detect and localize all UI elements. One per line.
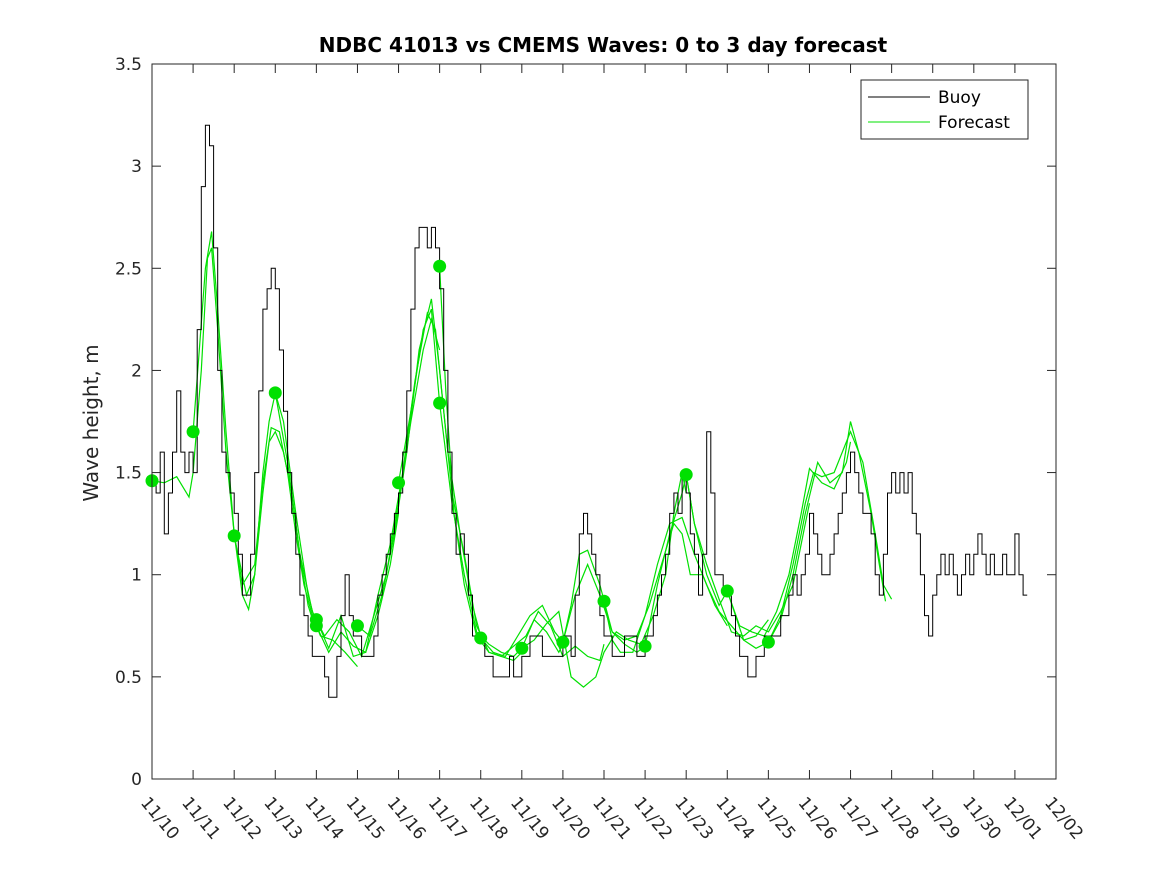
- y-tick-label: 2: [131, 361, 142, 381]
- forecast-initial-marker: [433, 259, 447, 273]
- forecast-initial-marker: [309, 613, 323, 627]
- buoy-series-line: [152, 124, 1028, 698]
- forecast-initial-marker: [761, 635, 775, 649]
- forecast-initial-marker: [720, 584, 734, 598]
- plot-markers: [145, 259, 775, 655]
- forecast-initial-marker: [268, 386, 282, 400]
- plot-lines: [151, 124, 1028, 698]
- y-tick-label: 1: [131, 566, 142, 586]
- y-tick-label: 3: [131, 157, 142, 177]
- legend-forecast-label: Forecast: [938, 113, 1010, 133]
- forecast-initial-marker: [350, 619, 364, 633]
- forecast-initial-marker: [597, 594, 611, 608]
- forecast-initial-marker: [227, 529, 241, 543]
- forecast-initial-marker: [474, 631, 488, 645]
- legend-buoy-label: Buoy: [938, 88, 981, 108]
- forecast-series-line: [767, 421, 887, 643]
- chart-title: NDBC 41013 vs CMEMS Waves: 0 to 3 day fo…: [319, 33, 888, 57]
- legend: Buoy Forecast: [860, 79, 1029, 140]
- forecast-series-line: [685, 441, 852, 637]
- forecast-initial-marker: [433, 396, 447, 410]
- legend-box: [860, 79, 1029, 140]
- y-tick-label: 0.5: [115, 668, 142, 688]
- y-tick-label: 3.5: [115, 55, 142, 75]
- forecast-series-line: [439, 266, 605, 662]
- forecast-initial-marker: [515, 641, 529, 655]
- y-tick-label: 2.5: [115, 259, 142, 279]
- y-axis-label: Wave height, m: [79, 344, 103, 501]
- y-axis-ticks: 0 0.5 1 1.5 2 2.5 3 3.5: [115, 55, 1056, 790]
- y-tick-label: 0: [131, 770, 142, 790]
- forecast-initial-marker: [186, 425, 200, 439]
- forecast-initial-marker: [392, 476, 406, 490]
- forecast-initial-marker: [679, 468, 693, 482]
- forecast-series-line: [233, 392, 400, 654]
- y-tick-label: 1.5: [115, 464, 142, 484]
- forecast-series-line: [726, 430, 893, 649]
- forecast-initial-marker: [638, 639, 652, 653]
- forecast-initial-marker: [556, 635, 570, 649]
